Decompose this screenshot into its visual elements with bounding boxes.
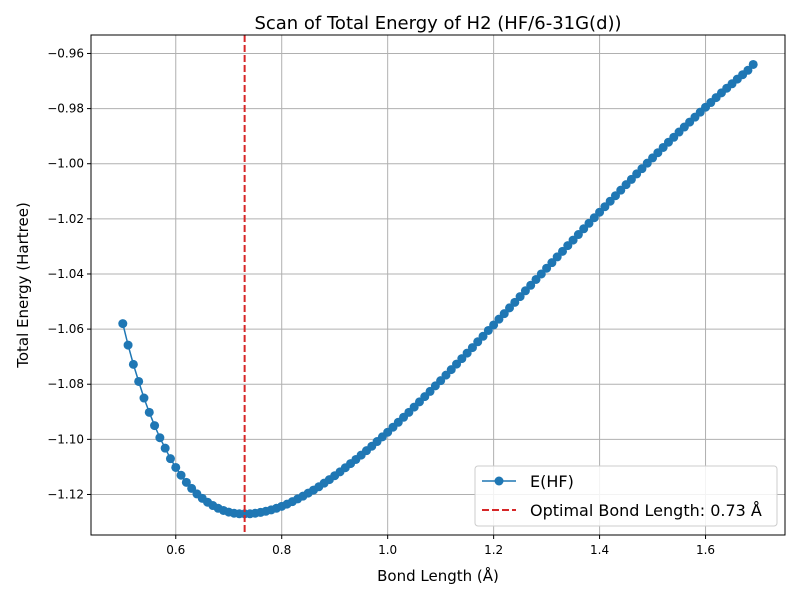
data-point bbox=[155, 433, 165, 443]
data-point bbox=[510, 297, 520, 307]
data-point bbox=[118, 319, 128, 329]
data-point bbox=[171, 462, 181, 472]
x-tick-label: 0.8 bbox=[272, 543, 291, 557]
legend-box bbox=[474, 465, 778, 527]
data-point bbox=[515, 292, 525, 302]
y-axis-label: Total Energy (Hartree) bbox=[14, 202, 32, 369]
y-ticks: −1.12 −1.10 −1.08 −1.06 −1.04 −1.02 −1.00 −0.98… bbox=[47, 46, 91, 501]
x-tick-label: 1.0 bbox=[378, 543, 397, 557]
data-point bbox=[128, 359, 138, 369]
data-point bbox=[526, 280, 536, 290]
data-point bbox=[139, 393, 149, 403]
x-ticks: 0.6 0.8 1.0 1.2 1.4 1.6 bbox=[166, 535, 715, 557]
data-point bbox=[748, 59, 758, 69]
data-point bbox=[165, 454, 175, 464]
data-point bbox=[150, 421, 160, 431]
y-tick-label: −1.06 bbox=[47, 322, 84, 336]
y-tick-label: −1.04 bbox=[47, 267, 84, 281]
data-point bbox=[123, 340, 133, 350]
plot-series bbox=[118, 35, 758, 535]
data-point bbox=[467, 343, 477, 353]
x-tick-label: 1.2 bbox=[484, 543, 503, 557]
y-tick-label: −1.08 bbox=[47, 377, 84, 391]
x-tick-label: 1.4 bbox=[590, 543, 609, 557]
data-point bbox=[478, 331, 488, 341]
x-tick-label: 1.6 bbox=[696, 543, 715, 557]
data-point bbox=[134, 376, 144, 386]
x-axis-label: Bond Length (Å) bbox=[377, 566, 499, 585]
x-tick-label: 0.6 bbox=[166, 543, 185, 557]
plot-frame bbox=[90, 34, 786, 536]
data-point bbox=[489, 320, 499, 330]
data-point bbox=[573, 230, 583, 240]
y-tick-label: −1.12 bbox=[47, 487, 84, 501]
data-point bbox=[547, 258, 557, 268]
legend-label-ehf: E(HF) bbox=[530, 472, 574, 491]
y-tick-label: −1.10 bbox=[47, 432, 84, 446]
y-tick-label: −1.00 bbox=[47, 157, 84, 171]
data-point bbox=[558, 246, 567, 256]
legend: E(HF) Optimal Bond Length: 0.73 Å bbox=[474, 465, 778, 527]
y-tick-label: −1.02 bbox=[47, 212, 84, 226]
data-point bbox=[160, 443, 170, 453]
chart-title: Scan of Total Energy of H2 (HF/6-31G(d)) bbox=[254, 13, 621, 34]
legend-marker-ehf bbox=[494, 476, 504, 486]
data-point bbox=[144, 407, 154, 417]
data-point bbox=[181, 477, 191, 487]
y-tick-label: −0.96 bbox=[47, 46, 84, 60]
data-point bbox=[176, 470, 186, 480]
y-tick-label: −0.98 bbox=[47, 102, 84, 116]
grid bbox=[91, 35, 785, 535]
data-point bbox=[536, 269, 546, 279]
data-point bbox=[499, 309, 509, 319]
legend-label-optimal: Optimal Bond Length: 0.73 Å bbox=[530, 501, 762, 520]
data-point bbox=[743, 65, 753, 75]
